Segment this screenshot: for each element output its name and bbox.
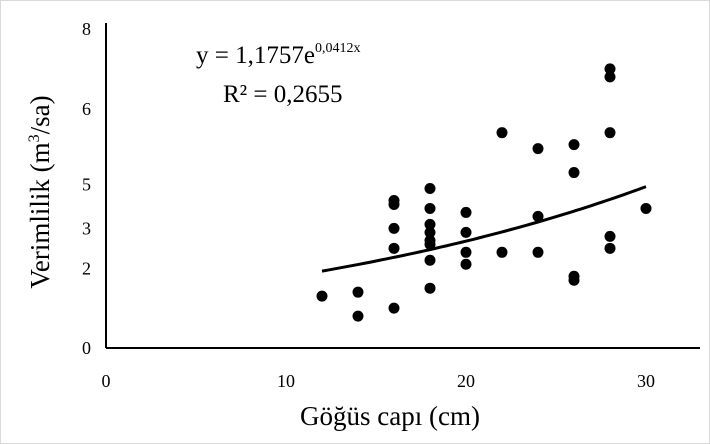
data-point: [460, 258, 472, 270]
data-point: [568, 167, 580, 179]
y-tick-label: 0: [82, 338, 91, 358]
data-point: [388, 198, 400, 210]
x-tick-label: 30: [637, 371, 655, 391]
data-point: [388, 222, 400, 234]
data-point: [424, 202, 436, 214]
tick-labels: 0 10 20 30 0 2 3 5 6 8: [82, 19, 655, 391]
data-point: [604, 127, 616, 139]
data-point: [640, 202, 652, 214]
data-point: [460, 206, 472, 218]
data-point: [424, 282, 436, 294]
data-point: [460, 246, 472, 258]
data-point: [496, 246, 508, 258]
x-tick-label: 20: [457, 371, 475, 391]
data-point: [352, 310, 364, 322]
y-tick-label: 2: [82, 258, 91, 278]
data-point: [388, 242, 400, 254]
x-tick-label: 0: [102, 371, 111, 391]
data-point: [532, 143, 544, 155]
data-point: [532, 210, 544, 222]
data-point: [568, 274, 580, 286]
data-point: [424, 218, 436, 230]
trendline-equation: y = 1,1757e0,0412x: [196, 41, 360, 69]
data-point: [424, 226, 436, 238]
data-point: [316, 290, 328, 302]
data-point: [424, 254, 436, 266]
y-tick-label: 5: [82, 175, 91, 195]
data-point: [424, 183, 436, 194]
y-axis-title: Verimlilik (m3/sa): [25, 95, 55, 288]
data-point: [352, 286, 364, 298]
data-point: [460, 226, 472, 238]
data-point: [604, 242, 616, 254]
data-point: [424, 238, 436, 250]
data-point: [496, 127, 508, 139]
data-point: [532, 246, 544, 258]
y-tick-label: 6: [82, 99, 91, 119]
data-point: [568, 139, 580, 151]
data-point: [604, 230, 616, 242]
y-tick-label: 3: [82, 218, 91, 238]
x-tick-label: 10: [277, 371, 295, 391]
r-squared-label: R² = 0,2655: [223, 81, 343, 108]
trendline-group: [321, 185, 647, 273]
trendline: [321, 185, 647, 273]
x-axis-title: Göğüs capı (cm): [300, 401, 480, 431]
y-tick-label: 8: [82, 19, 91, 39]
data-point: [604, 71, 616, 83]
data-point: [604, 63, 616, 75]
axes: [105, 23, 700, 349]
data-points: [316, 63, 652, 322]
data-point: [388, 302, 400, 314]
